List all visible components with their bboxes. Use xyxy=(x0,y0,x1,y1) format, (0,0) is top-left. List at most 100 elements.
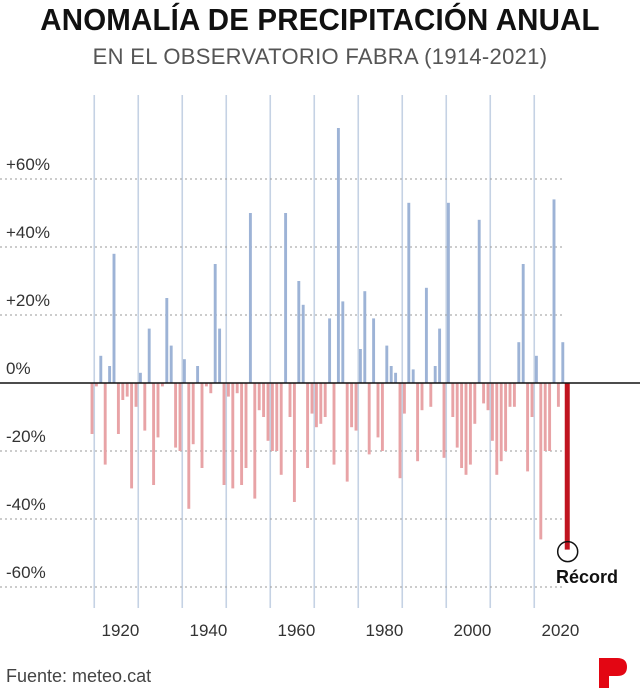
bar-record xyxy=(564,383,570,550)
bar xyxy=(248,213,252,383)
bar xyxy=(174,383,178,448)
bar xyxy=(209,383,213,394)
record-marker xyxy=(556,540,579,563)
record-annotation: Récord xyxy=(556,540,618,587)
bar xyxy=(94,383,98,387)
bar xyxy=(213,264,217,383)
y-axis-labels: +60% +40% +20% 0% -20% -40% -60% xyxy=(6,155,50,582)
bar xyxy=(200,383,204,468)
bar xyxy=(262,383,266,417)
y-tick-label: +60% xyxy=(6,155,50,174)
source-note: Fuente: meteo.cat xyxy=(6,666,152,686)
bar xyxy=(482,383,486,404)
bar xyxy=(112,253,116,383)
bar xyxy=(556,383,560,407)
bar xyxy=(490,383,494,441)
bar xyxy=(468,383,472,465)
bar xyxy=(103,383,107,465)
bar xyxy=(380,383,384,451)
bar xyxy=(552,199,556,383)
bar xyxy=(446,202,450,383)
bar xyxy=(442,383,446,458)
bar xyxy=(90,383,94,434)
bar xyxy=(534,355,538,383)
bar xyxy=(495,383,499,475)
bar xyxy=(530,383,534,417)
bar xyxy=(191,383,195,445)
bar xyxy=(332,383,336,465)
y-tick-label: -20% xyxy=(6,427,46,446)
bar xyxy=(508,383,512,407)
bar xyxy=(504,383,508,451)
bar xyxy=(512,383,516,407)
bar xyxy=(389,366,393,383)
bar xyxy=(372,318,376,383)
bar xyxy=(187,383,191,509)
bar xyxy=(178,383,182,451)
y-tick-label: -40% xyxy=(6,495,46,514)
bar xyxy=(499,383,503,462)
bar xyxy=(424,287,428,383)
bar xyxy=(240,383,244,485)
bar xyxy=(367,383,371,455)
bar xyxy=(134,383,138,407)
bar xyxy=(376,383,380,438)
bar xyxy=(306,383,310,468)
bar xyxy=(143,383,147,431)
bar xyxy=(548,383,552,451)
bar xyxy=(116,383,120,434)
bar xyxy=(160,383,164,387)
x-tick-label: 1960 xyxy=(277,621,315,640)
bar xyxy=(231,383,235,489)
bar xyxy=(99,355,103,383)
bar xyxy=(314,383,318,428)
bar xyxy=(297,281,301,383)
bar xyxy=(328,318,332,383)
bar xyxy=(292,383,296,502)
chart-subtitle: EN EL OBSERVATORIO FABRA (1914-2021) xyxy=(92,44,548,69)
bar xyxy=(130,383,134,489)
bar xyxy=(517,342,521,383)
y-tick-label: +40% xyxy=(6,223,50,242)
bar xyxy=(270,383,274,451)
bar xyxy=(125,383,129,397)
bar xyxy=(288,383,292,417)
bar xyxy=(561,342,565,383)
bar xyxy=(108,366,112,383)
bar xyxy=(226,383,230,397)
bar xyxy=(218,328,222,383)
bar xyxy=(350,383,354,428)
x-tick-label: 1940 xyxy=(189,621,227,640)
publisher-logo-icon xyxy=(599,658,627,688)
x-axis-labels: 1920 1940 1960 1980 2000 2020 xyxy=(101,621,579,640)
bar xyxy=(455,383,459,448)
bar xyxy=(244,383,248,468)
bar xyxy=(165,298,169,383)
bar xyxy=(486,383,490,411)
bar xyxy=(429,383,433,407)
bar xyxy=(147,328,151,383)
bar xyxy=(341,301,345,383)
bar xyxy=(266,383,270,441)
bar xyxy=(460,383,464,468)
record-label: Récord xyxy=(556,567,618,587)
bar xyxy=(275,383,279,451)
bar xyxy=(398,383,402,479)
bar xyxy=(182,359,186,383)
bar xyxy=(169,345,173,383)
bar xyxy=(301,304,305,383)
bar xyxy=(394,372,398,383)
bar xyxy=(438,328,442,383)
bar xyxy=(336,128,340,383)
bar xyxy=(358,349,362,383)
bar xyxy=(385,345,389,383)
y-tick-label: -60% xyxy=(6,563,46,582)
bar xyxy=(354,383,358,431)
x-tick-label: 1920 xyxy=(101,621,139,640)
bar xyxy=(279,383,283,475)
bar xyxy=(543,383,547,451)
bar xyxy=(121,383,125,400)
bar xyxy=(222,383,226,485)
bar xyxy=(477,219,481,383)
bar xyxy=(521,264,525,383)
